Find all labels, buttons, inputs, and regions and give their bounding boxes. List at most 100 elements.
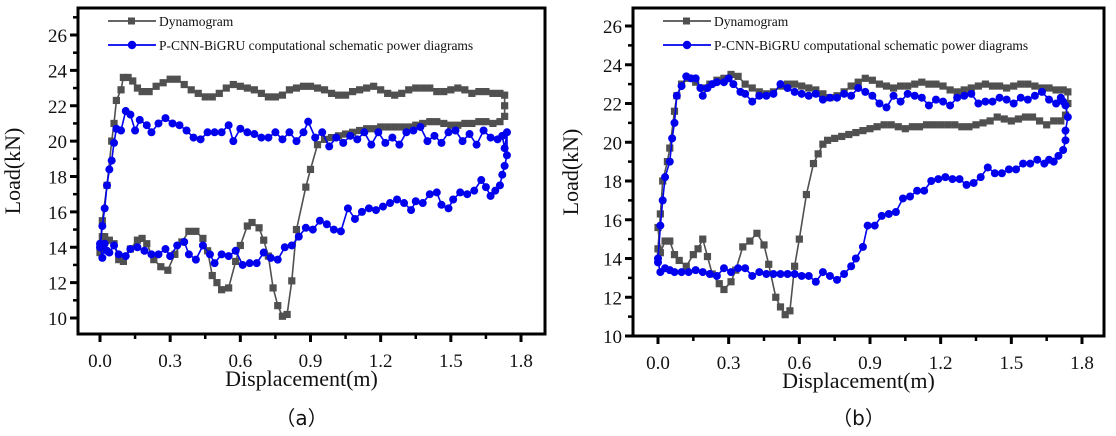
data-point (1064, 88, 1072, 96)
data-point (922, 121, 931, 129)
data-point (769, 89, 778, 98)
data-point (224, 121, 233, 130)
y-axis-title: Load(kN) (0, 128, 25, 215)
data-point (670, 107, 679, 115)
data-point (150, 256, 158, 264)
data-point (112, 96, 120, 105)
data-point (280, 243, 289, 252)
data-point (308, 225, 317, 234)
data-point (147, 128, 156, 137)
data-point (831, 134, 839, 142)
data-point (329, 225, 338, 234)
x-tick-label: 1.8 (1070, 353, 1094, 374)
data-point (910, 91, 919, 100)
data-point (339, 138, 348, 147)
data-point (440, 88, 448, 96)
data-point (727, 268, 736, 277)
data-point (861, 87, 870, 96)
data-point (833, 93, 842, 102)
data-point (327, 89, 336, 97)
data-point (703, 252, 712, 261)
y-tick-label: 16 (603, 211, 622, 232)
data-point (138, 88, 146, 96)
data-point (224, 252, 233, 261)
y-tick-label: 14 (603, 250, 623, 271)
data-point (105, 165, 114, 174)
data-point (198, 241, 207, 250)
data-point (458, 137, 467, 146)
data-point (937, 121, 945, 129)
chart-panel-b: 10 12 14 16 18 20 22 24 26 0.0 0.3 0.6 0.9 1.2 1.5 1.8 D… (558, 0, 1116, 436)
data-point (299, 82, 308, 90)
data-point (419, 84, 427, 92)
x-tick-label: 0.9 (299, 351, 323, 372)
y-tick-label: 12 (48, 274, 67, 295)
data-point (278, 135, 287, 144)
data-point (1016, 93, 1025, 102)
data-point (356, 86, 364, 94)
y-tick-label: 18 (603, 172, 622, 193)
data-point (741, 89, 750, 98)
data-point (115, 256, 123, 264)
data-point (486, 191, 495, 200)
data-point (350, 214, 359, 223)
data-point (341, 91, 350, 99)
data-point (776, 303, 785, 311)
data-point (868, 76, 876, 84)
data-point (250, 130, 259, 139)
data-point (292, 84, 301, 92)
data-point (851, 254, 860, 263)
data-point (377, 86, 385, 94)
series-line (657, 75, 1069, 283)
data-point (213, 279, 221, 287)
data-point (887, 121, 895, 129)
data-point (762, 91, 771, 100)
data-point (349, 88, 357, 96)
data-point (465, 130, 474, 139)
data-point (677, 82, 686, 91)
data-point (882, 82, 891, 90)
x-tick-label: 0.3 (717, 353, 741, 374)
data-point (126, 110, 135, 119)
data-point (444, 204, 453, 213)
data-point (419, 119, 427, 128)
data-point (288, 277, 296, 285)
data-point (182, 126, 191, 135)
data-point (117, 86, 125, 94)
data-point (727, 278, 735, 286)
data-point (477, 176, 486, 185)
data-point (741, 80, 749, 88)
data-point (901, 125, 909, 133)
data-point (433, 118, 441, 126)
data-point (1036, 117, 1044, 125)
data-point (946, 101, 955, 110)
data-point (1028, 113, 1037, 121)
data-point (495, 181, 504, 190)
data-point (1021, 113, 1030, 121)
plot-frame (631, 6, 1106, 338)
data-point (1063, 113, 1072, 122)
y-tick-label: 22 (48, 97, 67, 118)
data-point (278, 91, 287, 99)
x-tick-label: 1.2 (369, 351, 393, 372)
chart-a: 10 12 14 16 18 20 22 24 26 0.0 0.3 0.6 0.9 1.2 1.5 1.8 D… (0, 6, 547, 430)
data-point (769, 270, 778, 278)
data-point (1045, 84, 1053, 92)
data-point (250, 86, 258, 94)
data-point (1043, 121, 1051, 129)
data-point (930, 121, 938, 129)
series-dynamogram (96, 73, 509, 320)
data-point (306, 165, 315, 174)
data-point (691, 266, 700, 275)
x-axis-title: Displacement(m) (225, 366, 378, 391)
data-point (983, 163, 992, 172)
data-point (1033, 155, 1042, 164)
data-point (208, 271, 216, 280)
data-point (370, 125, 378, 133)
data-point (1045, 95, 1054, 104)
data-point (501, 91, 509, 99)
data-point (904, 82, 912, 90)
data-point (411, 197, 420, 206)
data-point (444, 128, 453, 137)
data-point (981, 97, 990, 106)
